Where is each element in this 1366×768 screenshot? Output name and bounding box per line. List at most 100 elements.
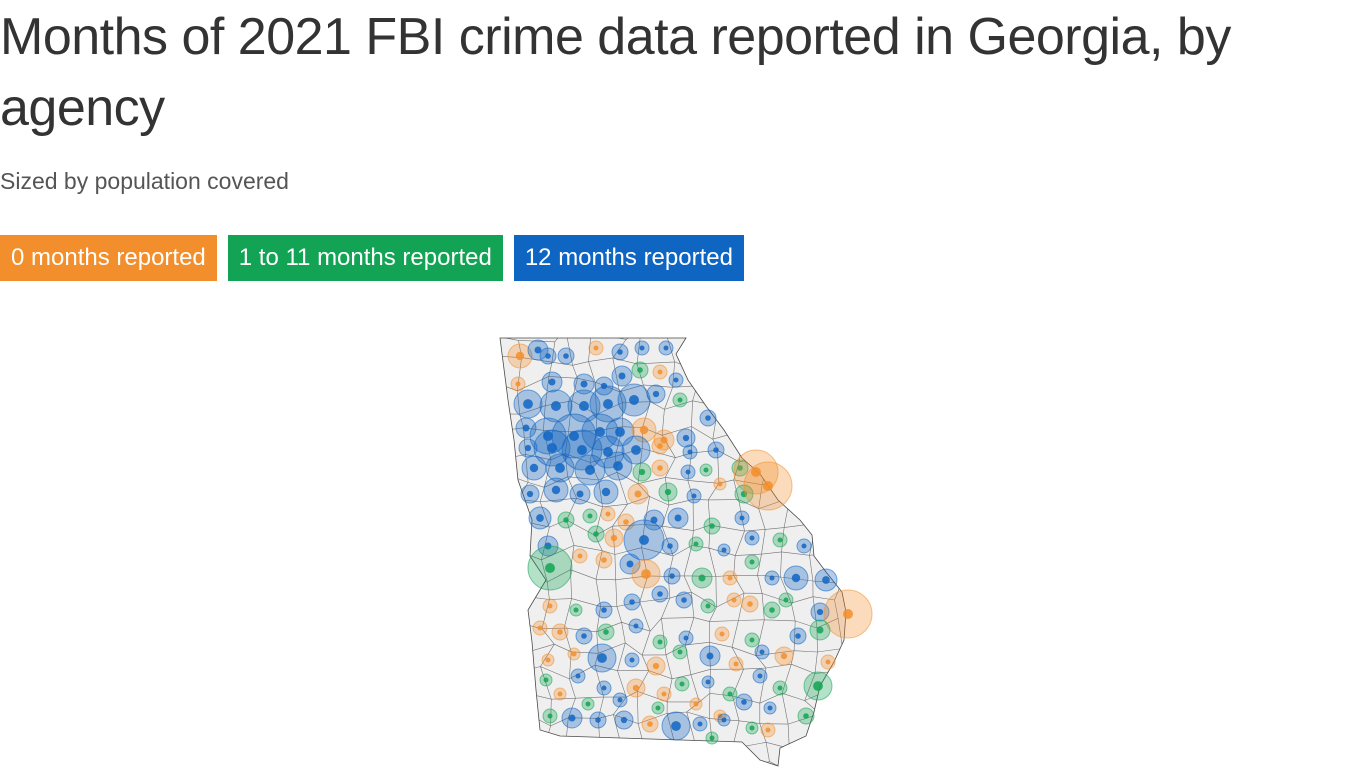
agency-bubble-full — [764, 570, 780, 586]
agency-bubble-none — [588, 340, 604, 356]
agency-bubble-full — [518, 438, 538, 458]
agency-bubble-none — [626, 678, 646, 698]
agency-bubble-partial — [703, 517, 721, 535]
agency-bubble-full — [717, 543, 731, 557]
page-title: Months of 2021 FBI crime data reported i… — [0, 8, 1231, 137]
agency-bubble-full — [591, 435, 625, 469]
agency-bubble-partial — [631, 361, 649, 379]
agency-bubble-partial — [803, 671, 833, 701]
agency-bubble-full — [699, 645, 721, 667]
agency-bubble-full — [575, 627, 593, 645]
agency-bubble-partial — [700, 598, 716, 614]
agency-bubble-full — [661, 711, 691, 741]
agency-bubble-full — [701, 675, 715, 689]
agency-bubble-full — [686, 488, 702, 504]
agency-bubble-partial — [691, 567, 713, 589]
agency-bubble-none — [553, 687, 567, 701]
agency-bubble-full — [754, 644, 770, 660]
agency-bubble-full — [533, 429, 571, 467]
agency-bubble-partial — [587, 525, 605, 543]
agency-bubble-partial — [674, 676, 690, 692]
agency-bubble-full — [520, 484, 540, 504]
agency-bubble-none — [510, 376, 526, 392]
agency-bubble-full — [680, 464, 696, 480]
agency-bubble-partial — [722, 686, 738, 702]
agency-bubble-full — [663, 567, 681, 585]
agency-bubble-partial — [632, 462, 652, 482]
agency-bubble-none — [651, 459, 669, 477]
agency-bubble-full — [570, 668, 586, 684]
agency-bubble-none — [743, 461, 793, 511]
agency-bubble-none — [726, 592, 742, 608]
agency-bubble-full — [744, 530, 760, 546]
agency-bubble-full — [528, 506, 552, 530]
agency-bubble-full — [513, 389, 543, 419]
agency-bubble-none — [646, 656, 666, 676]
agency-bubble-full — [603, 451, 633, 481]
agency-bubble-full — [543, 477, 569, 503]
agency-bubble-partial — [569, 603, 583, 617]
agency-bubble-full — [646, 384, 666, 404]
agency-bubble-full — [612, 692, 628, 708]
agency-bubble-none — [722, 570, 738, 586]
agency-bubble-partial — [688, 536, 704, 552]
agency-bubble-none — [604, 528, 624, 548]
agency-bubble-full — [595, 601, 613, 619]
agency-bubble-partial — [652, 634, 668, 650]
subtitle: Sized by population covered — [0, 168, 289, 194]
agency-bubble-none — [714, 626, 730, 642]
agency-bubble-none — [541, 653, 555, 667]
agency-bubble-full — [661, 537, 679, 555]
agency-bubble-full — [735, 693, 753, 711]
agency-bubble-full — [589, 711, 607, 729]
agency-bubble-partial — [745, 721, 759, 735]
legend-item-full: 12 months reported — [513, 235, 744, 281]
agency-bubble-full — [545, 453, 575, 483]
agency-bubble-full — [783, 565, 809, 591]
agency-bubble-none — [542, 598, 558, 614]
agency-bubble-full — [667, 507, 689, 529]
agency-bubble-full — [796, 538, 812, 554]
agency-bubble-full — [624, 652, 640, 668]
agency-bubble-full — [651, 585, 669, 603]
agency-bubble-partial — [542, 708, 558, 724]
agency-bubble-none — [741, 595, 759, 613]
agency-bubble-full — [529, 417, 567, 455]
agency-bubble-full — [717, 713, 731, 727]
agency-bubble-none — [728, 656, 744, 672]
legend-item-partial: 1 to 11 months reported — [227, 235, 503, 281]
agency-bubble-none — [600, 506, 616, 522]
agency-bubble-none — [713, 477, 727, 491]
agency-bubble-full — [574, 454, 606, 486]
agency-bubble-none — [595, 551, 613, 569]
agency-bubble-partial — [672, 644, 688, 660]
agency-bubble-partial — [699, 463, 713, 477]
agency-bubble-partial — [581, 697, 595, 711]
agency-bubble-full — [668, 372, 684, 388]
agency-bubble-partial — [744, 554, 760, 570]
agency-bubble-full — [587, 643, 617, 673]
agency-bubble-full — [521, 455, 547, 481]
agency-bubble-full — [692, 716, 708, 732]
agency-bubble-full — [527, 339, 549, 361]
agency-bubble-none — [631, 559, 661, 589]
agency-bubble-full — [682, 444, 698, 460]
agency-bubble-full — [596, 680, 612, 696]
agency-bubble-partial — [539, 673, 553, 687]
agency-bubble-full — [734, 510, 750, 526]
agency-bubble-partial — [772, 680, 788, 696]
agency-bubble-none — [551, 623, 569, 641]
agency-bubble-partial — [797, 707, 815, 725]
agency-bubble-full — [814, 568, 838, 592]
agency-bubble-none — [651, 437, 669, 455]
agency-bubble-full — [593, 479, 619, 505]
agency-bubble-full — [619, 553, 641, 575]
agency-bubble-partial — [778, 592, 794, 608]
agency-bubble-partial — [772, 532, 788, 548]
agency-bubble-full — [589, 385, 627, 423]
agency-bubble-full — [611, 365, 633, 387]
agency-bubble-none — [760, 722, 776, 738]
agency-bubble-none — [507, 343, 533, 369]
agency-bubble-full — [675, 591, 693, 609]
agency-bubble-partial — [527, 545, 573, 591]
